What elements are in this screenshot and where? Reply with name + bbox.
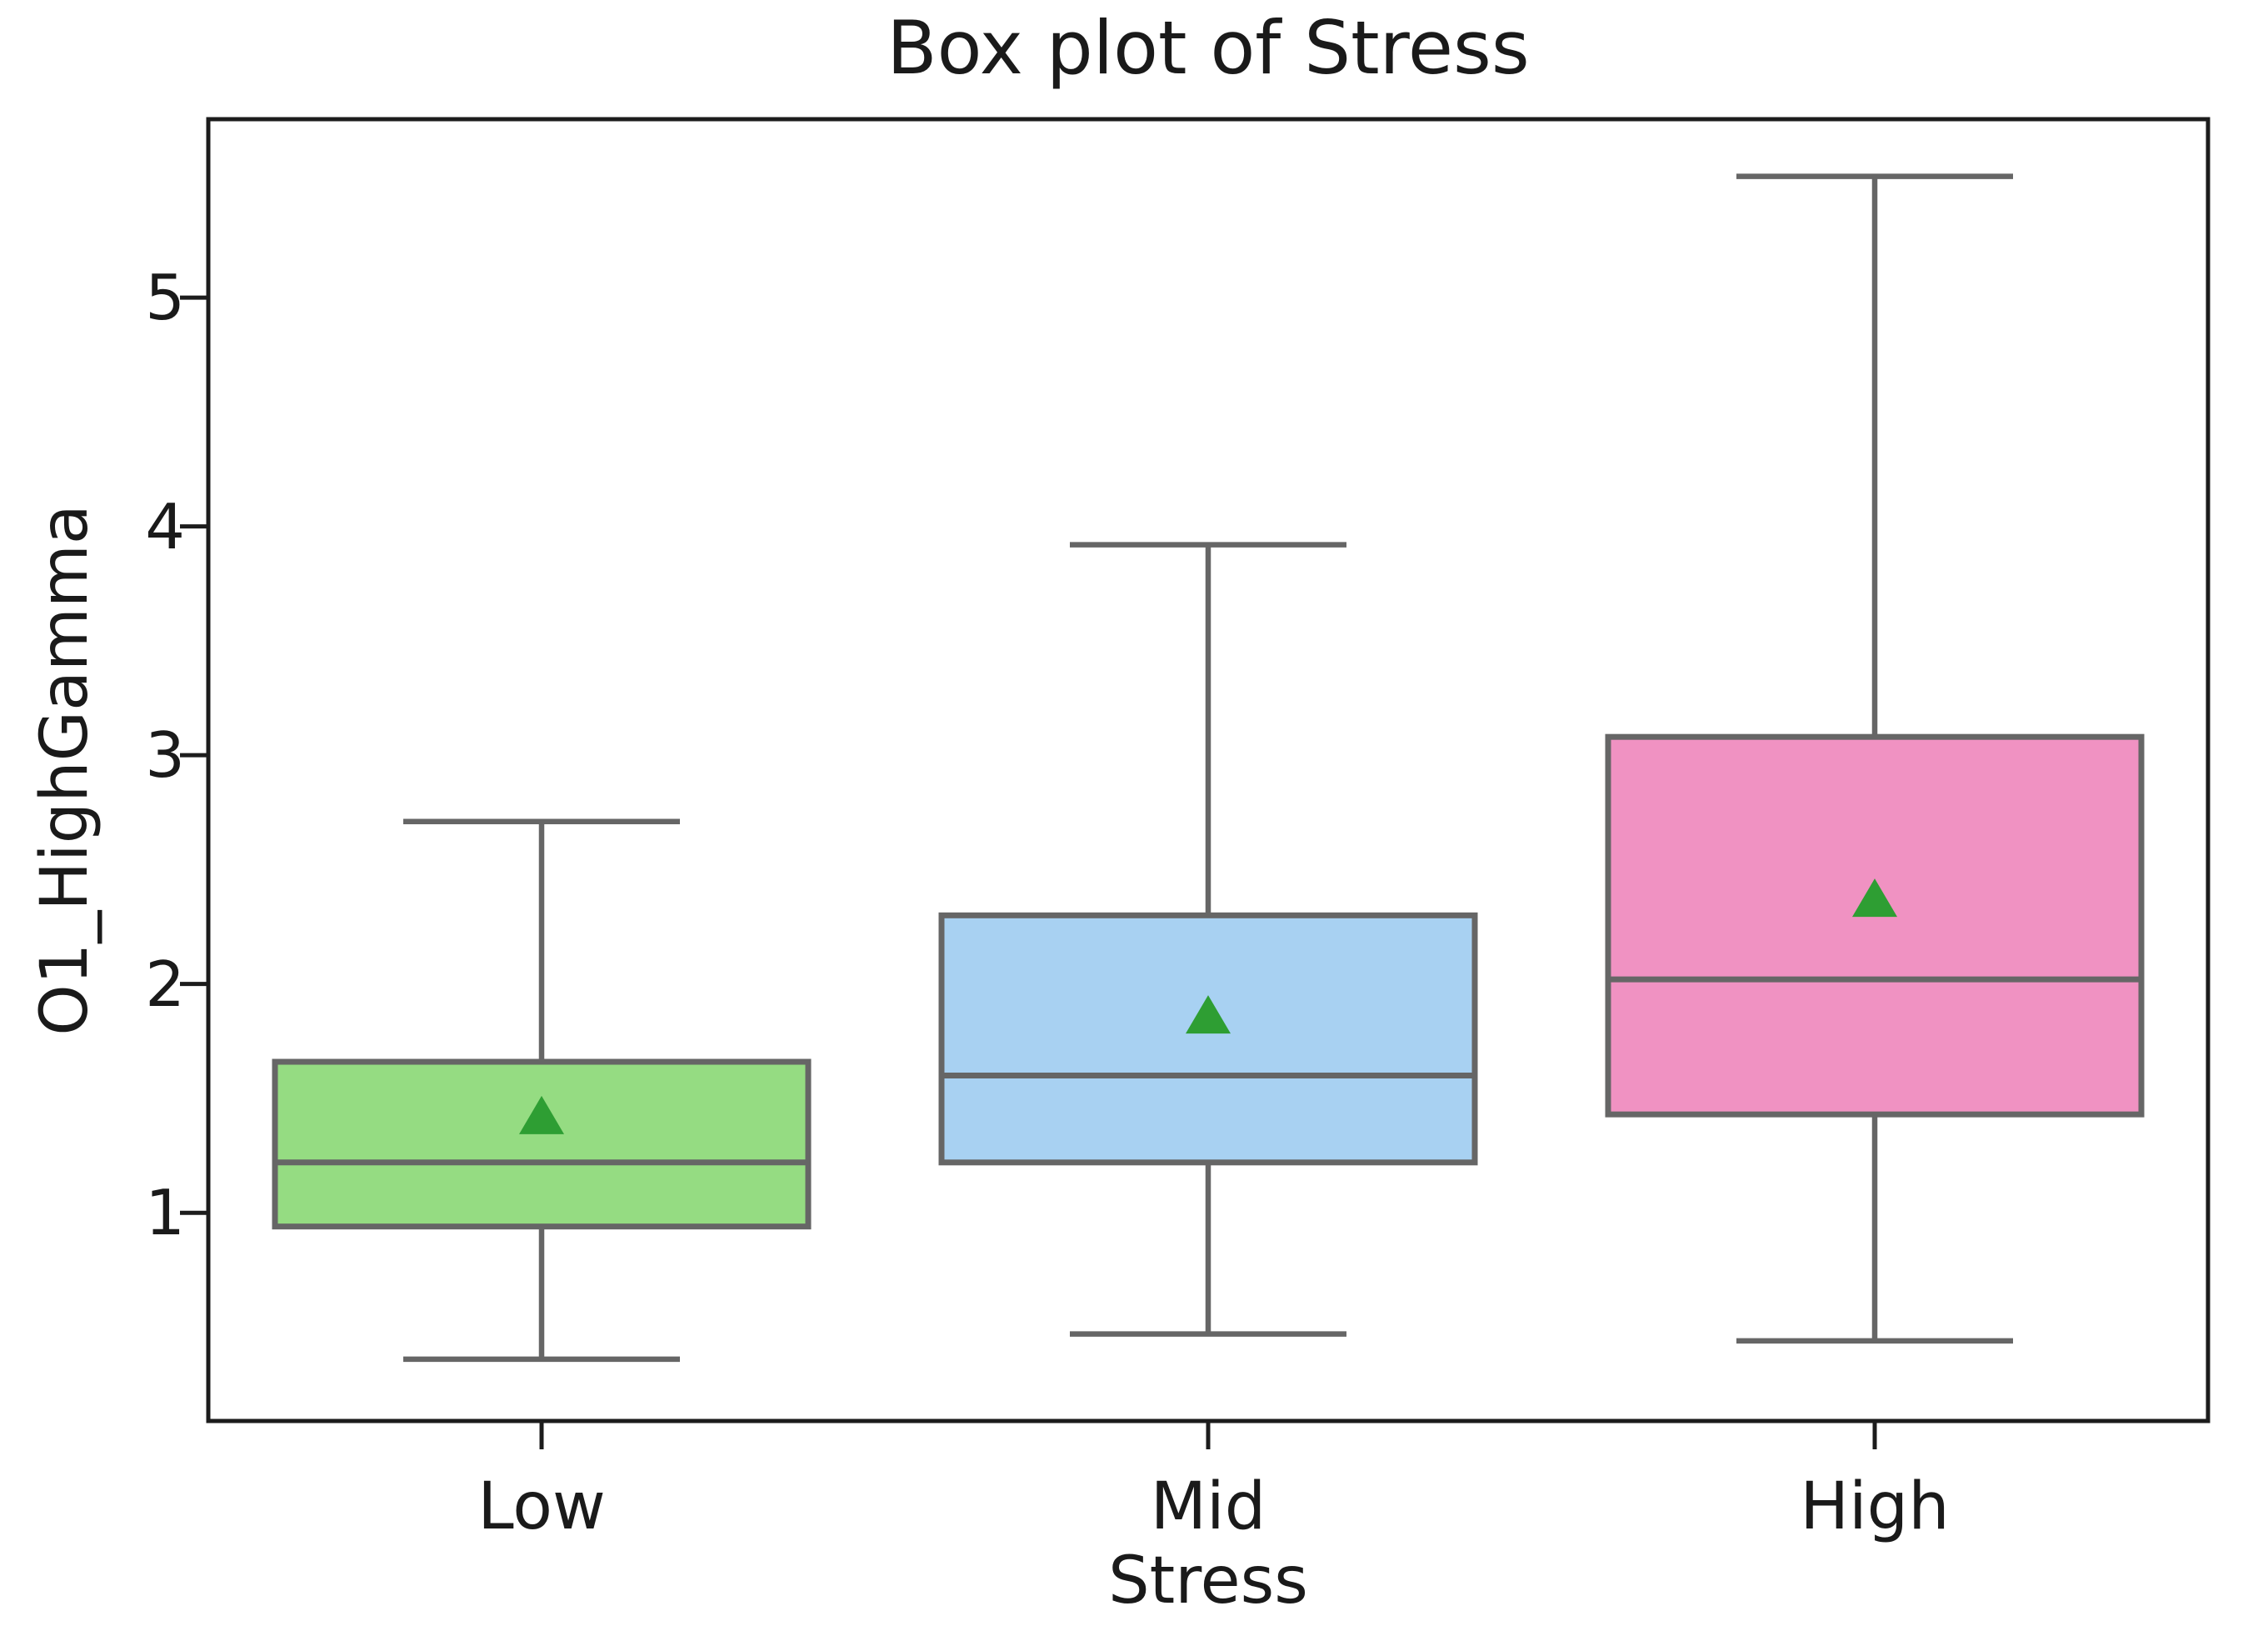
x-tick-label-high: High bbox=[1800, 1469, 1950, 1544]
mean-marker-icon-high bbox=[1852, 878, 1897, 918]
y-tick-label: 1 bbox=[145, 1176, 185, 1250]
chart-title: Box plot of Stress bbox=[887, 5, 1530, 91]
mean-marker-icon-mid bbox=[1186, 995, 1231, 1034]
y-tick-label: 3 bbox=[145, 718, 185, 793]
y-tick-label: 5 bbox=[145, 261, 185, 335]
mean-marker-icon-low bbox=[519, 1095, 564, 1134]
x-tick-label-mid: Mid bbox=[1150, 1469, 1266, 1544]
axes-frame bbox=[206, 117, 2211, 1423]
x-tick-label-low: Low bbox=[477, 1469, 606, 1544]
y-tick-label: 2 bbox=[145, 947, 185, 1021]
y-tick-label: 4 bbox=[145, 489, 185, 563]
box-high bbox=[1605, 733, 2145, 1118]
box-mid bbox=[938, 912, 1478, 1166]
x-axis-label: Stress bbox=[1108, 1543, 1308, 1618]
box-low bbox=[272, 1058, 812, 1230]
